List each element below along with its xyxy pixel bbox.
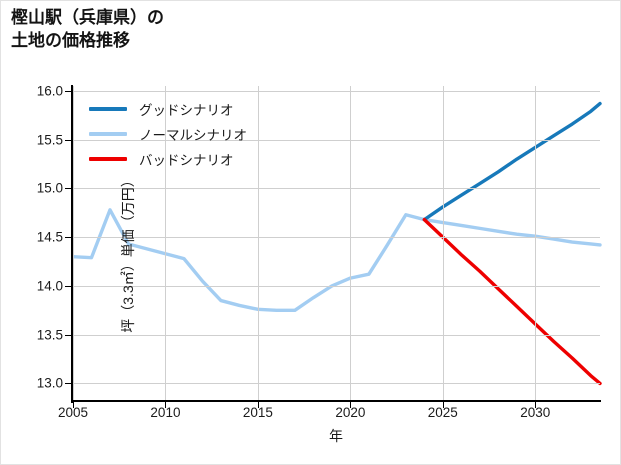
x-tick-mark: [442, 402, 444, 408]
x-tick-mark: [257, 402, 259, 408]
gridline-vertical: [73, 86, 74, 401]
x-tick-label: 2010: [150, 405, 181, 420]
y-tick-mark: [65, 383, 72, 385]
legend-item-normal[interactable]: ノーマルシナリオ: [89, 121, 309, 146]
legend-label-normal: ノーマルシナリオ: [139, 127, 247, 143]
x-tick-label: 2025: [427, 405, 458, 420]
y-tick-label: 13.5: [36, 327, 63, 343]
gridline-horizontal: [73, 237, 600, 239]
gridline-vertical: [257, 86, 259, 401]
x-tick-label: 2005: [57, 405, 89, 420]
y-tick-mark: [65, 90, 72, 92]
x-tick-label: 2030: [520, 405, 551, 420]
y-tick-label: 14.0: [36, 278, 63, 294]
gridline-horizontal: [73, 285, 600, 287]
series-line-normal: [71, 208, 602, 313]
legend-item-bad[interactable]: バッドシナリオ: [89, 146, 309, 171]
series-line-bad: [422, 217, 602, 386]
legend-swatch-normal-icon: [89, 131, 127, 136]
y-axis-spine: [71, 85, 73, 403]
x-axis-label: 年: [329, 428, 343, 444]
gridline-vertical: [535, 86, 537, 401]
legend-item-good[interactable]: グッドシナリオ: [89, 96, 309, 121]
gridline-vertical: [442, 86, 444, 401]
legend-swatch-bad-icon: [89, 156, 127, 161]
y-tick-label: 13.0: [36, 375, 63, 391]
chart-lines: [71, 101, 602, 386]
gridline-horizontal: [73, 139, 600, 141]
y-tick-label: 15.0: [36, 180, 63, 196]
y-tick-mark: [65, 139, 72, 141]
x-tick-mark: [165, 402, 167, 408]
y-tick-mark: [65, 237, 72, 239]
x-tick-label: 2020: [335, 405, 366, 420]
chart-title: 樫山駅（兵庫県）の 土地の価格推移: [11, 8, 164, 50]
y-tick-label: 14.5: [36, 229, 63, 245]
x-tick-mark: [73, 402, 74, 408]
x-tick-mark: [535, 402, 537, 408]
legend-label-bad: バッドシナリオ: [139, 152, 234, 168]
chart-legend: グッドシナリオ ノーマルシナリオ バッドシナリオ: [89, 96, 309, 171]
x-tick-mark: [350, 402, 352, 408]
x-axis-spine: [71, 400, 601, 402]
plot-area: [71, 86, 602, 401]
x-tick-label: 2015: [242, 405, 273, 420]
gridline-horizontal: [73, 90, 600, 92]
y-tick-mark: [65, 285, 72, 287]
gridline-horizontal: [73, 383, 600, 385]
y-tick-mark: [65, 334, 72, 336]
legend-label-good: グッドシナリオ: [139, 102, 234, 118]
y-tick-label: 16.0: [36, 83, 63, 99]
y-tick-mark: [65, 188, 72, 190]
gridline-vertical: [350, 86, 352, 401]
series-line-good: [422, 101, 602, 222]
gridline-horizontal: [73, 188, 600, 190]
gridline-vertical: [165, 86, 167, 401]
legend-swatch-good-icon: [89, 106, 127, 111]
y-tick-label: 15.5: [36, 132, 63, 148]
gridline-horizontal: [73, 334, 600, 336]
